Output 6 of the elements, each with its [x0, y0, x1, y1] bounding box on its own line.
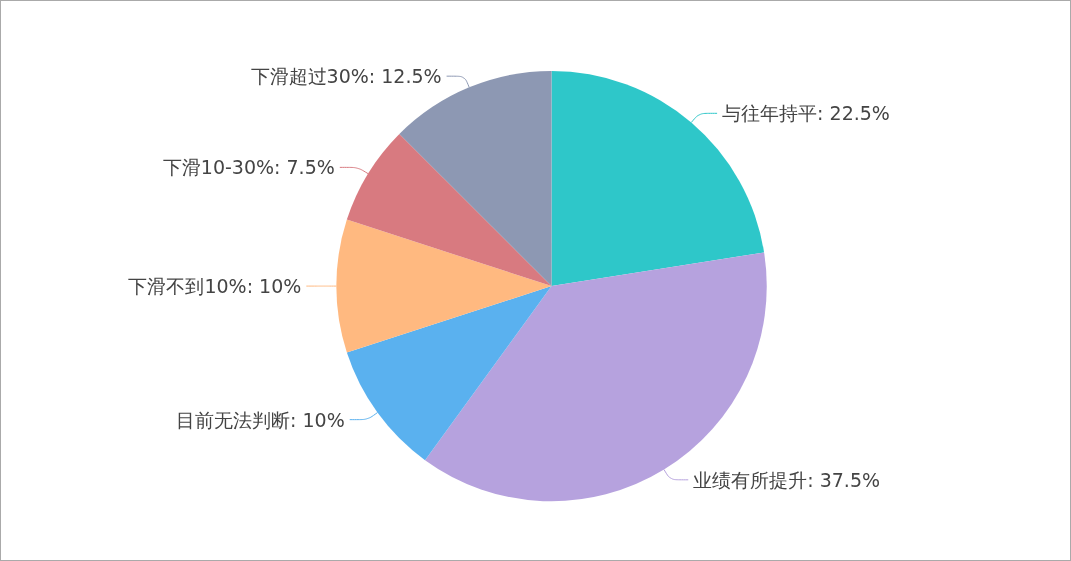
- slice-label: 下滑超过30%: 12.5%: [250, 65, 442, 88]
- slice-label: 下滑不到10%: 10%: [128, 275, 302, 298]
- slice-label: 业绩有所提升: 37.5%: [693, 468, 881, 491]
- slice-label: 与往年持平: 22.5%: [722, 102, 890, 125]
- slice-label: 下滑10-30%: 7.5%: [162, 156, 335, 179]
- slice-label: 目前无法判断: 10%: [176, 408, 345, 431]
